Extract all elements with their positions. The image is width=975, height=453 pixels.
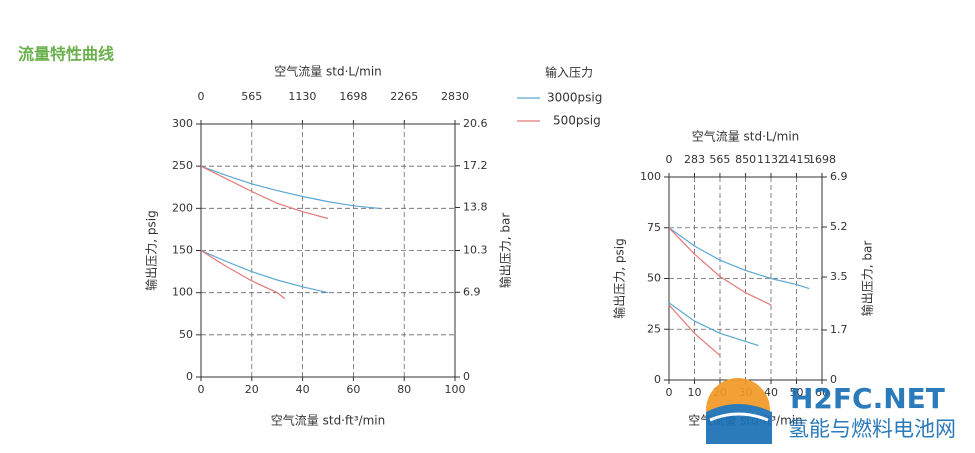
x2-tick-label: 1698 bbox=[339, 90, 367, 103]
x2-tick-label: 565 bbox=[241, 90, 262, 103]
y-tick-label: 25 bbox=[647, 322, 661, 335]
x-tick-label: 60 bbox=[815, 386, 829, 399]
x2-axis-label: 空气流量 std·L/min bbox=[692, 129, 800, 144]
y-tick-label: 100 bbox=[640, 170, 661, 183]
y-axis-label: 输出压力, psig bbox=[612, 238, 627, 318]
series-line bbox=[668, 227, 772, 357]
x2-tick-label: 565 bbox=[709, 153, 730, 166]
x-tick-label: 0 bbox=[666, 386, 673, 399]
plot-frame bbox=[200, 123, 456, 378]
logo-wave-line bbox=[709, 412, 769, 422]
x-tick-label: 20 bbox=[245, 383, 259, 396]
x2-tick-label: 1415 bbox=[783, 153, 811, 166]
y2-tick-label: 20.6 bbox=[463, 117, 488, 130]
x-tick-label: 80 bbox=[397, 383, 411, 396]
series-line bbox=[200, 165, 329, 300]
y2-tick-label: 0 bbox=[830, 373, 837, 386]
logo-wave bbox=[706, 404, 772, 444]
y2-tick-label: 1.7 bbox=[830, 323, 848, 336]
y-tick-label: 50 bbox=[179, 328, 193, 341]
x2-tick-label: 283 bbox=[684, 153, 705, 166]
x-axis-label: 空气流量 std·ft³/min bbox=[271, 413, 385, 428]
legend-label: 500psig bbox=[553, 114, 601, 128]
x2-tick-label: 0 bbox=[198, 90, 205, 103]
x2-tick-label: 2830 bbox=[441, 90, 469, 103]
y-tick-label: 150 bbox=[172, 244, 193, 257]
y2-tick-label: 5.2 bbox=[830, 220, 848, 233]
heading: 流量特性曲线 bbox=[18, 45, 114, 64]
y2-tick-label: 3.5 bbox=[830, 270, 848, 283]
y-tick-label: 0 bbox=[186, 370, 193, 383]
y-tick-label: 50 bbox=[647, 272, 661, 285]
series-line bbox=[668, 227, 810, 347]
y2-tick-label: 0 bbox=[463, 370, 470, 383]
x-tick-label: 40 bbox=[764, 386, 778, 399]
y-tick-label: 300 bbox=[172, 117, 193, 130]
x2-tick-label: 0 bbox=[666, 153, 673, 166]
y2-tick-label: 6.9 bbox=[463, 285, 481, 298]
watermark-brand: H2FC.NET bbox=[790, 382, 945, 415]
watermark: H2FC.NET 氢能与燃料电池网 bbox=[706, 378, 956, 444]
x-tick-label: 60 bbox=[346, 383, 360, 396]
series-line bbox=[200, 165, 379, 294]
x2-tick-label: 1132 bbox=[757, 153, 785, 166]
y-tick-label: 0 bbox=[654, 373, 661, 386]
watermark-subtitle: 氢能与燃料电池网 bbox=[788, 417, 956, 441]
y-axis-label: 输出压力, psig bbox=[144, 210, 159, 290]
legend-label: 3000psig bbox=[547, 91, 602, 105]
y-tick-label: 100 bbox=[172, 286, 193, 299]
x-tick-label: 40 bbox=[296, 383, 310, 396]
y2-tick-label: 13.8 bbox=[463, 201, 488, 214]
x-tick-label: 0 bbox=[198, 383, 205, 396]
x-tick-label: 100 bbox=[445, 383, 466, 396]
y2-tick-label: 10.3 bbox=[463, 244, 488, 257]
x-tick-label: 10 bbox=[688, 386, 702, 399]
x-tick-label: 50 bbox=[790, 386, 804, 399]
x2-axis-label: 空气流量 std·L/min bbox=[274, 64, 382, 79]
y2-axis-label: 输出压力, bar bbox=[498, 213, 513, 289]
y2-tick-label: 6.9 bbox=[830, 170, 848, 183]
x2-tick-label: 2265 bbox=[390, 90, 418, 103]
y-tick-label: 250 bbox=[172, 159, 193, 172]
legend-title: 输入压力 bbox=[545, 65, 593, 80]
x2-tick-label: 850 bbox=[735, 153, 756, 166]
y-tick-label: 75 bbox=[647, 221, 661, 234]
x2-tick-label: 1130 bbox=[288, 90, 316, 103]
x2-tick-label: 1698 bbox=[808, 153, 836, 166]
y-tick-label: 200 bbox=[172, 201, 193, 214]
y2-axis-label: 输出压力, bar bbox=[860, 241, 875, 317]
y2-tick-label: 17.2 bbox=[463, 159, 488, 172]
